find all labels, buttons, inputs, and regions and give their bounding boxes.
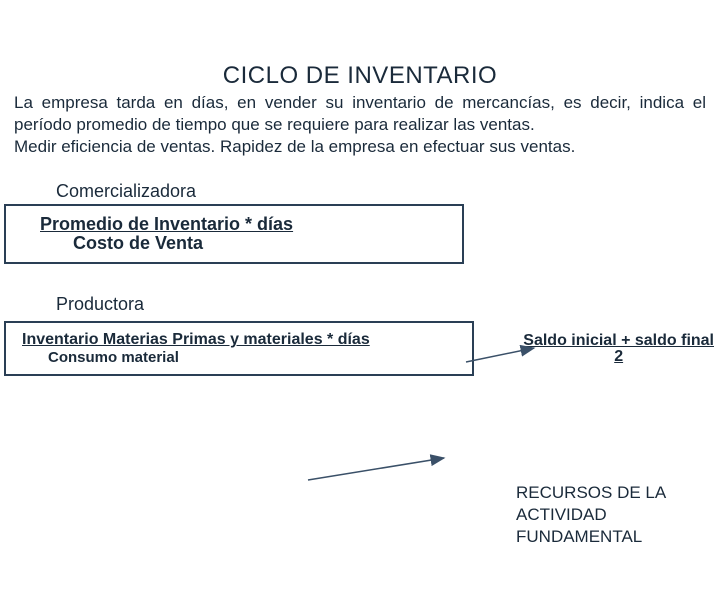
formula-numerator-1: Promedio de Inventario * días bbox=[40, 214, 450, 235]
formula-numerator-2: Inventario Materias Primas y materiales … bbox=[22, 331, 460, 349]
side-formula-numerator: Saldo inicial + saldo final bbox=[523, 332, 714, 349]
formula-box-productora: Inventario Materias Primas y materiales … bbox=[4, 321, 474, 376]
side-text-recursos: RECURSOS DE LA ACTIVIDAD FUNDAMENTAL bbox=[516, 482, 696, 547]
section-label-productora: Productora bbox=[56, 294, 720, 315]
page-title: CICLO DE INVENTARIO bbox=[0, 62, 720, 90]
side-formula-denominator: 2 bbox=[523, 348, 714, 366]
side-formula-saldo: Saldo inicial + saldo final 2 bbox=[523, 332, 714, 366]
formula-denominator-2: Consumo material bbox=[48, 349, 460, 366]
formula-denominator-1: Costo de Venta bbox=[73, 233, 450, 254]
section-label-comercializadora: Comercializadora bbox=[56, 181, 720, 202]
formula-box-comercializadora: Promedio de Inventario * días Costo de V… bbox=[4, 204, 464, 264]
description-text: La empresa tarda en días, en vender su i… bbox=[0, 92, 720, 157]
